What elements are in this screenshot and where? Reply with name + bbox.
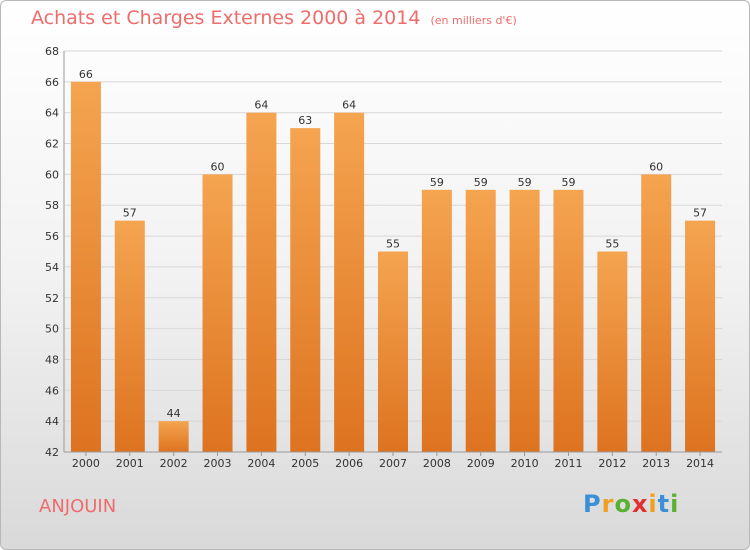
x-tick-label: 2002 — [160, 457, 188, 470]
bar-2012[interactable] — [597, 251, 628, 453]
x-tick-label: 2010 — [511, 457, 539, 470]
x-tick-label: 2001 — [116, 457, 144, 470]
logo-letter: t — [657, 490, 671, 518]
x-tick-label: 2004 — [247, 457, 275, 470]
y-tick-label: 60 — [45, 168, 59, 181]
bar-2008[interactable] — [421, 189, 452, 453]
x-tick-label: 2012 — [598, 457, 626, 470]
y-tick-label: 56 — [45, 230, 59, 243]
value-label-2003: 60 — [211, 160, 225, 173]
y-tick-label: 52 — [45, 292, 59, 305]
chart-title-text: Achats et Charges Externes 2000 à 2014 — [31, 7, 421, 29]
value-label-2010: 59 — [518, 176, 532, 189]
place-name: ANJOUIN — [39, 496, 117, 517]
proxiti-logo[interactable]: Proxiti — [583, 490, 679, 518]
logo-letter: i — [648, 490, 658, 518]
y-tick-label: 42 — [45, 446, 59, 459]
x-tick-label: 2007 — [379, 457, 407, 470]
chart-title: Achats et Charges Externes 2000 à 2014 (e… — [31, 7, 517, 29]
y-tick-label: 46 — [45, 384, 59, 397]
bar-2011[interactable] — [553, 189, 584, 453]
y-tick-label: 64 — [45, 107, 59, 120]
value-label-2011: 59 — [561, 176, 575, 189]
bar-2010[interactable] — [509, 189, 540, 453]
y-tick-label: 58 — [45, 199, 59, 212]
y-tick-label: 44 — [45, 415, 59, 428]
value-label-2013: 60 — [649, 160, 663, 173]
x-tick-label: 2014 — [686, 457, 714, 470]
logo-letter: P — [583, 490, 602, 518]
value-label-2002: 44 — [167, 407, 181, 420]
y-tick-label: 48 — [45, 353, 59, 366]
value-label-2006: 64 — [342, 99, 356, 112]
y-tick-label: 68 — [45, 45, 59, 58]
y-tick-label: 66 — [45, 76, 59, 89]
x-tick-label: 2009 — [467, 457, 495, 470]
bar-2000[interactable] — [70, 81, 101, 452]
y-tick-label: 50 — [45, 323, 59, 336]
bar-2002[interactable] — [158, 421, 189, 452]
bar-2003[interactable] — [202, 174, 233, 452]
value-label-2009: 59 — [474, 176, 488, 189]
value-label-2014: 57 — [693, 207, 707, 220]
value-label-2005: 63 — [298, 114, 312, 127]
logo-letter: x — [631, 490, 649, 518]
value-labels: 66 57 44 60 64 63 64 55 59 59 59 59 55 60 57 — [79, 68, 707, 420]
bar-2004[interactable] — [246, 112, 277, 452]
x-tick-label: 2000 — [72, 457, 100, 470]
bar-2013[interactable] — [641, 174, 672, 452]
bar-2007[interactable] — [378, 251, 408, 453]
bar-2001[interactable] — [114, 220, 145, 452]
bar-2006[interactable] — [334, 112, 365, 452]
x-tick-label: 2003 — [204, 457, 232, 470]
x-tick-label: 2008 — [423, 457, 451, 470]
x-tick-label: 2006 — [335, 457, 363, 470]
logo-letter: r — [601, 490, 615, 518]
value-label-2004: 64 — [254, 99, 268, 112]
x-tick-label: 2011 — [554, 457, 582, 470]
x-tick-label: 2013 — [642, 457, 670, 470]
bar-2014[interactable] — [685, 220, 716, 452]
chart-subtitle: (en milliers d'€) — [430, 14, 517, 27]
y-tick-label: 62 — [45, 138, 59, 151]
value-label-2008: 59 — [430, 176, 444, 189]
logo-letter: o — [614, 490, 632, 518]
value-label-2000: 66 — [79, 68, 93, 81]
x-axis: 2000 2001 2002 2003 2004 2005 2006 2007 2008 2009… — [72, 452, 714, 470]
bar-2009[interactable] — [465, 189, 496, 453]
x-tick-label: 2005 — [291, 457, 319, 470]
bars — [70, 81, 716, 453]
logo-letter: i — [670, 490, 680, 518]
value-label-2007: 55 — [386, 238, 400, 251]
value-label-2001: 57 — [123, 207, 137, 220]
bar-2005[interactable] — [290, 128, 321, 452]
y-tick-label: 54 — [45, 261, 59, 274]
value-label-2012: 55 — [605, 238, 619, 251]
